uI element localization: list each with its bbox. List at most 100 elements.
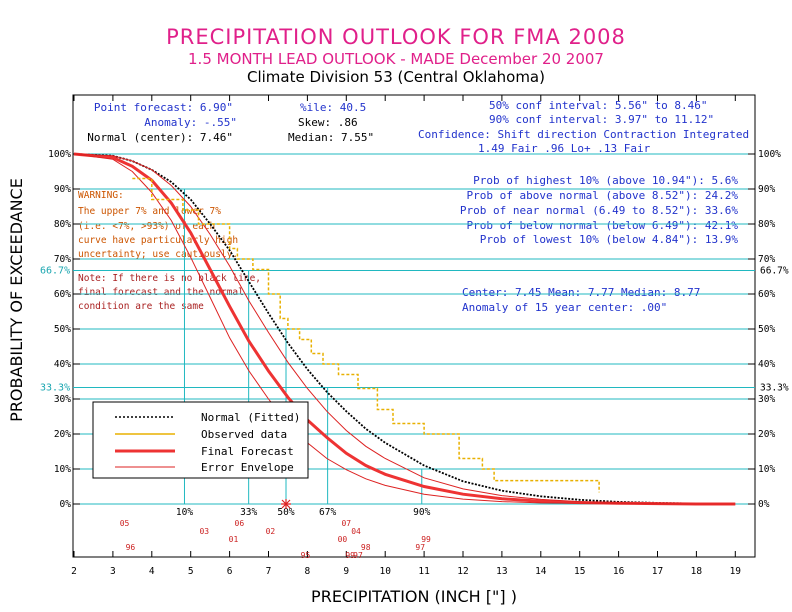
year-label: 02 (266, 527, 276, 536)
y-tick-label-right: 80% (758, 219, 775, 230)
x-tick-label: 7 (266, 566, 272, 577)
prob-near-normal: Prob of near normal (6.49 to 8.52"): 33.… (460, 204, 739, 217)
prob-below-normal: Prob of below normal (below 6.49"): 42.1… (466, 219, 738, 232)
y-tick-label-right: 100% (758, 149, 781, 160)
legend-label-normal: Normal (Fitted) (201, 411, 300, 424)
warning-line: curve have particularly high (78, 235, 238, 246)
y-tick-label: 70% (54, 254, 71, 265)
x-tick-label: 5 (188, 566, 194, 577)
confidence-header: Confidence: Shift direction Contraction … (418, 128, 749, 141)
year-label: 01 (229, 535, 239, 544)
normal-fitted-line (73, 153, 736, 505)
percentile-label: 50% (277, 507, 294, 518)
year-label: 07 (341, 519, 351, 528)
x-tick-label: 18 (691, 566, 703, 577)
year-label: 96 (126, 543, 136, 552)
warning-line: WARNING: (78, 190, 124, 201)
percentile-label: 33% (240, 507, 257, 518)
note-line: final forecast and the normal (78, 287, 244, 298)
error-envelope-line (73, 153, 736, 505)
y-tick-label: 20% (54, 429, 71, 440)
y-tick-label-right: 60% (758, 289, 775, 300)
chart-title: PRECIPITATION OUTLOOK FOR FMA 2008 (166, 25, 626, 49)
grid-layer: 66.7% 33.3% (40, 153, 755, 505)
prob-above-normal: Prob of above normal (above 8.52"): 24.2… (466, 189, 738, 202)
reference-tick-label-right: 66.7% (760, 266, 789, 277)
y-tick-label-right: 50% (758, 324, 775, 335)
reference-tick-label-right: 33.3% (760, 382, 789, 393)
y-tick-label-right: 70% (758, 254, 775, 265)
year-label: 98 (361, 543, 371, 552)
conf-interval-50: 50% conf interval: 5.56" to 8.46" (489, 99, 708, 112)
percentile-label: 90% (413, 507, 430, 518)
note-line: Note: If there is no black line, (78, 273, 261, 284)
legend-label-observed: Observed data (201, 428, 287, 441)
note-box: Note: If there is no black line, final f… (78, 273, 261, 312)
probability-list: Prob of highest 10% (above 10.94"): 5.6%… (460, 174, 739, 246)
y-tick-label: 100% (48, 149, 71, 160)
normal-center: Normal (center): 7.46" (87, 131, 233, 144)
year-label: 06 (235, 519, 245, 528)
error-envelope-line (73, 153, 736, 505)
plot-frame (72, 94, 756, 558)
series-layer (73, 152, 736, 509)
median: Median: 7.55" (288, 131, 374, 144)
year-label: 99 (421, 535, 431, 544)
y-tick-label-right: 40% (758, 359, 775, 370)
year-label: 99 (345, 551, 355, 560)
year-label: 04 (351, 527, 361, 536)
confidence-values: 1.49 Fair .96 Lo+ .13 Fair (478, 142, 651, 155)
point-forecast: Point forecast: 6.90" (94, 101, 233, 114)
y-tick-label-right: 30% (758, 394, 775, 405)
x-tick-label: 10 (379, 566, 391, 577)
year-label: 03 (199, 527, 209, 536)
warning-line: uncertainty; use cautiously. (78, 249, 238, 260)
y-tick-label: 30% (54, 394, 71, 405)
climate-division: Climate Division 53 (Central Oklahoma) (247, 68, 545, 86)
x-tick-label: 13 (496, 566, 507, 577)
skew: Skew: .86 (298, 116, 358, 129)
warning-line: (i.e. <7%, >93%) of each (78, 221, 215, 232)
anomaly: Anomaly: -.55" (144, 116, 237, 129)
y-tick-label-right: 0% (758, 499, 770, 510)
year-label: 00 (338, 535, 348, 544)
legend: Normal (Fitted) Observed data Final Fore… (92, 401, 309, 479)
y-axis-title: PROBABILITY OF EXCEEDANCE (7, 178, 26, 422)
x-tick-label: 14 (535, 566, 547, 577)
x-tick-label: 8 (305, 566, 311, 577)
x-tick-label: 11 (418, 566, 430, 577)
year-label: 95 (301, 551, 311, 560)
percentile: %ile: 40.5 (300, 101, 366, 114)
y-tick-label: 10% (54, 464, 71, 475)
point-forecast-marker (281, 499, 292, 509)
y-tick-label-right: 10% (758, 464, 775, 475)
ticks-layer: 0% 0% 10% 10% 20% 20% 30% 30% 40% 40% 50% 50% 60% 60%… (48, 95, 789, 577)
y-tick-label: 80% (54, 219, 71, 230)
x-tick-label: 17 (652, 566, 663, 577)
y-tick-label-right: 20% (758, 429, 775, 440)
legend-label-envelope: Error Envelope (201, 461, 294, 474)
y-tick-label: 0% (60, 499, 72, 510)
chart-subtitle: 1.5 MONTH LEAD OUTLOOK - MADE December 2… (188, 50, 604, 68)
anomaly-15yr: Anomaly of 15 year center: .00" (462, 301, 667, 314)
reference-label: 33.3% (40, 382, 70, 393)
reference-label: 66.7% (40, 266, 70, 277)
x-tick-label: 15 (574, 566, 585, 577)
x-tick-label: 2 (71, 566, 77, 577)
y-tick-label: 50% (54, 324, 71, 335)
x-tick-label: 3 (110, 566, 116, 577)
warning-line: The upper 7% and lower 7% (78, 206, 221, 217)
final-forecast-line (73, 152, 736, 506)
year-label: 97 (415, 543, 425, 552)
y-tick-label-right: 90% (758, 184, 775, 195)
y-tick-label: 40% (54, 359, 71, 370)
x-tick-label: 19 (730, 566, 742, 577)
warning-box: WARNING: The upper 7% and lower 7% (i.e.… (78, 190, 238, 260)
percentile-label: 67% (319, 507, 336, 518)
legend-label-final: Final Forecast (201, 445, 294, 458)
x-tick-label: 9 (343, 566, 349, 577)
y-tick-label: 90% (54, 184, 71, 195)
x-tick-label: 4 (149, 566, 155, 577)
